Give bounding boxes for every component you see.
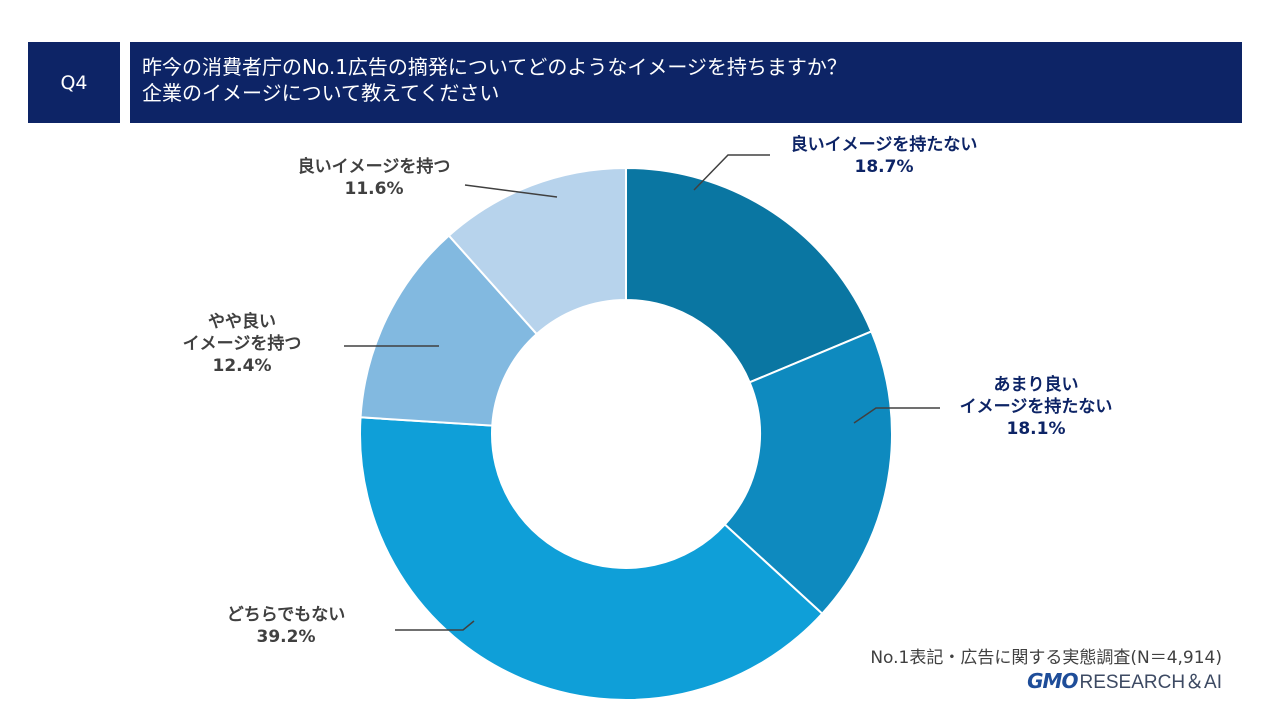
slice-label-2: あまり良い イメージを持たない 18.1% [916, 374, 1156, 440]
donut-slice-3 [359, 416, 824, 701]
leader-line-2 [853, 407, 940, 424]
slice-label-text: あまり良い [993, 375, 1079, 395]
slice-percent: 18.1% [1006, 419, 1066, 439]
donut-slice-4 [359, 234, 539, 427]
donut-slice-2 [723, 330, 893, 616]
question-number: Q4 [60, 71, 88, 94]
slice-label-5: 良いイメージを持つ 11.6% [254, 156, 494, 200]
donut-slice-5 [447, 166, 627, 336]
gmo-research-logo: GMO RESEARCH＆AI [1027, 667, 1222, 693]
slice-label-text: どちらでもない [226, 605, 346, 625]
slice-label-4: やや良い イメージを持つ 12.4% [122, 311, 362, 377]
question-number-badge: Q4 [28, 42, 120, 123]
question-title-box: 昨今の消費者庁のNo.1広告の摘発についてどのようなイメージを持ちますか？ 企業… [130, 42, 1242, 123]
slice-percent: 18.7% [854, 157, 914, 177]
donut-slice-1 [625, 166, 873, 384]
slice-label-text: 良いイメージを持つ [297, 157, 451, 177]
slice-label-text: 良いイメージを持たない [790, 135, 978, 155]
logo-mark: GMO [1027, 669, 1078, 693]
leader-line-5 [464, 184, 558, 198]
slice-label-text: やや良い [208, 312, 276, 332]
leader-line-3 [395, 620, 475, 631]
slice-percent: 12.4% [212, 356, 272, 376]
slice-label-text: イメージを持つ [182, 334, 302, 354]
slice-label-1: 良いイメージを持たない 18.7% [764, 134, 1004, 178]
leader-line-1 [693, 154, 770, 191]
survey-source: No.1表記・広告に関する実態調査(N＝4,914) [870, 648, 1222, 668]
question-title-line-1: 昨今の消費者庁のNo.1広告の摘発についてどのようなイメージを持ちますか？ [142, 55, 847, 79]
logo-text: RESEARCH＆AI [1079, 672, 1222, 693]
slice-label-text: イメージを持たない [959, 397, 1113, 417]
question-title-line-2: 企業のイメージについて教えてください [142, 81, 500, 105]
slice-label-3: どちらでもない 39.2% [166, 604, 406, 648]
slice-percent: 39.2% [256, 627, 316, 647]
slice-percent: 11.6% [344, 179, 404, 199]
